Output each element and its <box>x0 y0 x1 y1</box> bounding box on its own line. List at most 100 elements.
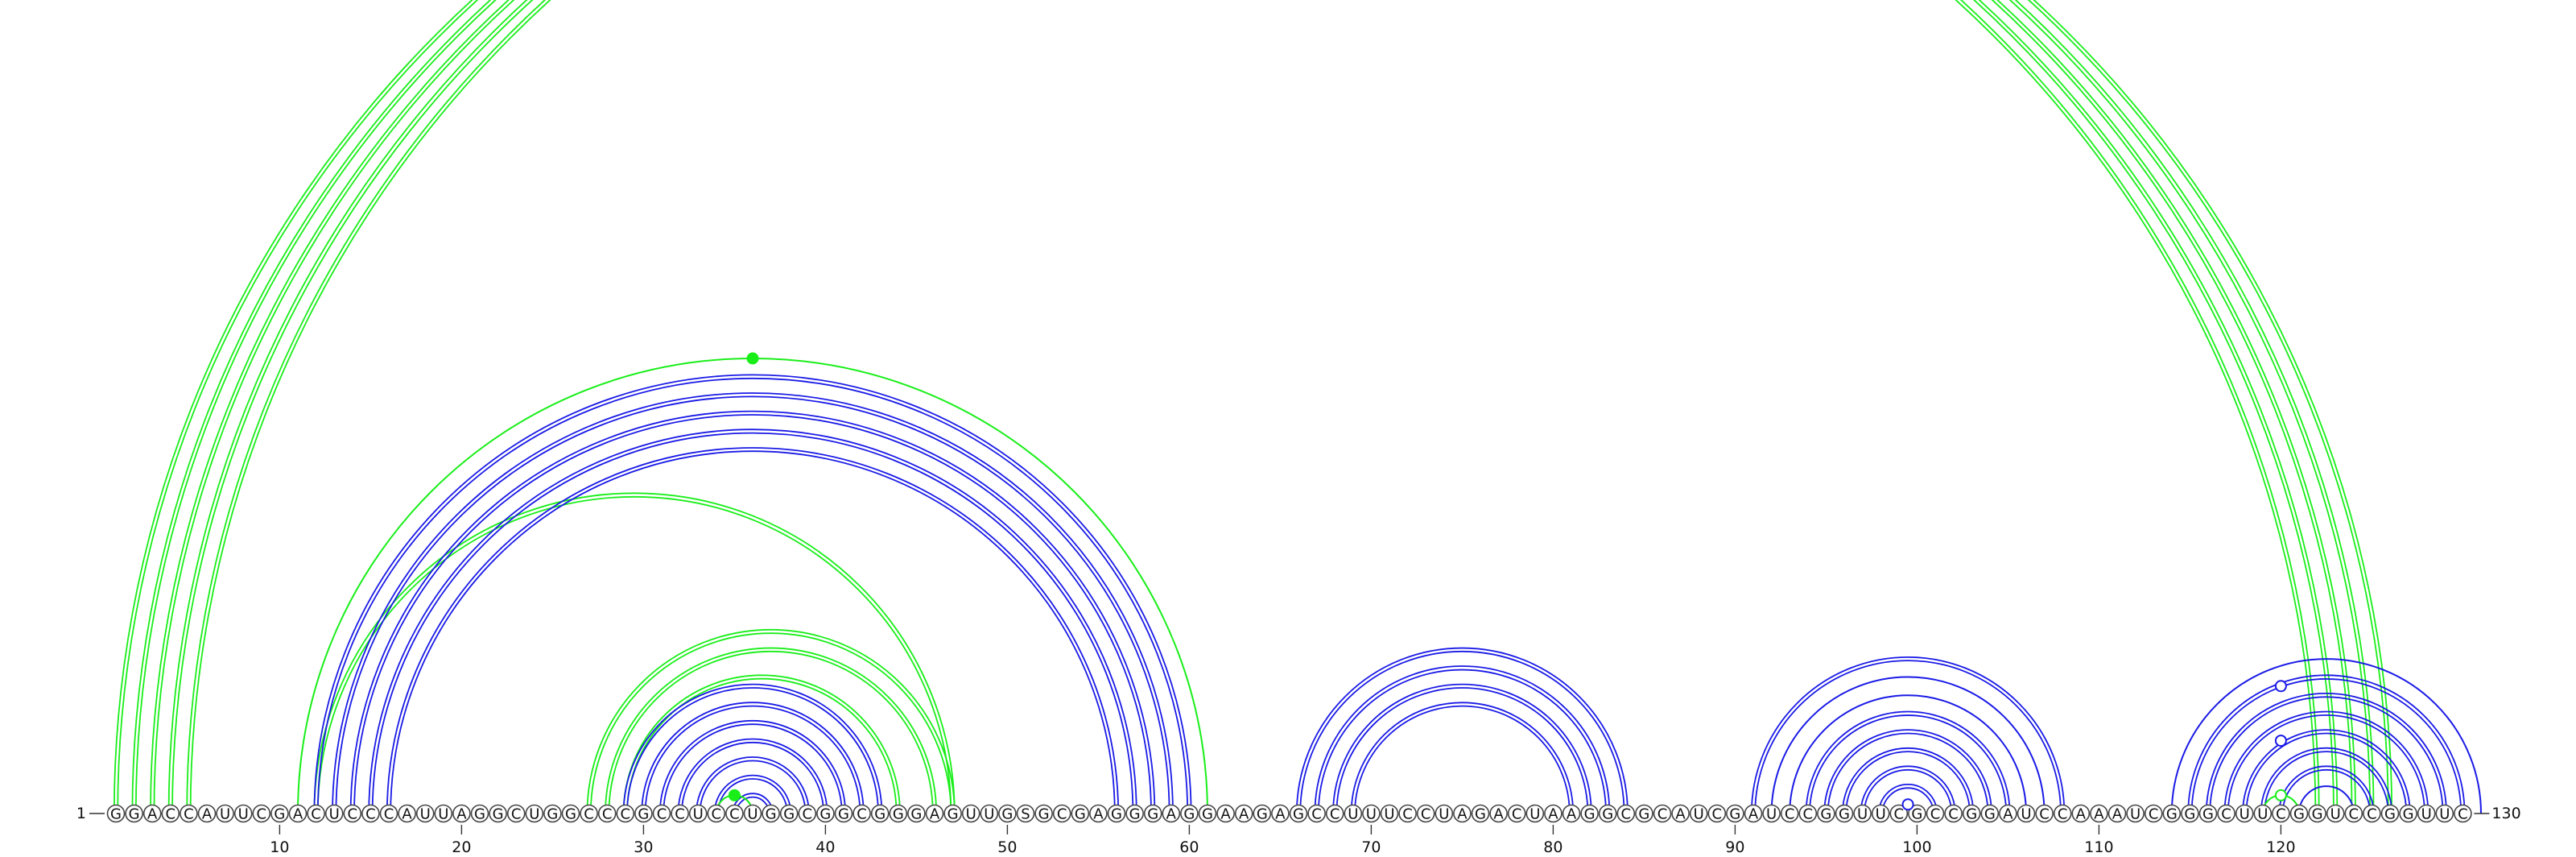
nucleotide-circle <box>1380 804 1399 823</box>
arc-29-43 <box>626 687 879 814</box>
arc-94-105 <box>1809 714 2008 814</box>
nucleotide-circle <box>1089 804 1108 823</box>
nucleotide-circle <box>1180 804 1199 823</box>
nucleotide-56: G <box>1107 804 1126 823</box>
nucleotide-125: C <box>2363 804 2381 823</box>
arc-29-44 <box>622 674 901 814</box>
nucleotide-87: A <box>1671 804 1690 823</box>
nucleotide-letter: C <box>2458 806 2468 823</box>
nucleotide-115: G <box>2181 804 2199 823</box>
nucleotide-circle <box>1016 804 1035 823</box>
nucleotide-letter: C <box>1894 806 1905 823</box>
nucleotide-circle <box>1635 804 1653 823</box>
nucleotide-47: G <box>943 804 962 823</box>
nucleotide-letter: G <box>783 806 795 823</box>
nucleotide-letter: A <box>1567 806 1577 823</box>
nucleotide-16: C <box>379 804 398 823</box>
nucleotide-circle <box>1944 804 1963 823</box>
nucleotide-82: G <box>1580 804 1599 823</box>
nucleotide-68: C <box>1325 804 1344 823</box>
nucleotide-circle <box>1525 804 1545 823</box>
nucleotide-31: C <box>652 804 671 823</box>
tick-label-30: 30 <box>634 838 653 856</box>
nucleotide-circle <box>197 804 217 823</box>
nucleotide-letter: U <box>329 806 340 823</box>
nucleotide-109: A <box>2071 804 2091 823</box>
nucleotide-103: G <box>1962 804 1981 823</box>
nucleotide-circle <box>1853 804 1872 823</box>
nucleotide-119: U <box>2253 804 2273 823</box>
nucleotide-128: U <box>2417 804 2436 823</box>
nucleotide-letter: C <box>657 806 667 823</box>
nucleotide-33: U <box>688 804 708 823</box>
tick-label-120: 120 <box>2266 838 2295 856</box>
nucleotide-3: A <box>142 804 162 823</box>
nucleotide-letter: U <box>1876 806 1886 823</box>
tick-label-50: 50 <box>997 838 1017 856</box>
nucleotide-23: C <box>506 804 526 823</box>
nucleotide-110: A <box>2090 804 2108 823</box>
nucleotide-101: C <box>1926 804 1945 823</box>
nucleotide-letter: C <box>365 806 376 823</box>
nucleotide-78: C <box>1507 804 1526 823</box>
nucleotide-letter: U <box>984 806 994 823</box>
nucleotide-circle <box>2017 804 2036 823</box>
nucleotide-letter: G <box>1183 806 1195 823</box>
backbone-layer: 1 130 <box>76 805 2521 822</box>
arc-97-102 <box>1863 768 1953 814</box>
arc-96-103 <box>1841 747 1975 814</box>
position-axis: 10 20 30 40 50 60 70 80 90 100 110 120 <box>270 825 2296 856</box>
nucleotide-letter: G <box>274 806 285 823</box>
arc-67-83 <box>1314 665 1611 814</box>
nucleotide-letter: U <box>747 806 758 823</box>
nucleotide-35: C <box>725 804 744 823</box>
nucleotide-circle <box>1471 804 1490 823</box>
nucleotide-circle <box>2090 804 2108 823</box>
nucleotide-circle <box>1216 804 1235 823</box>
nucleotide-circle <box>2435 804 2454 823</box>
nucleotide-17: A <box>398 804 416 823</box>
nucleotide-circle <box>470 804 489 823</box>
nucleotide-letter: C <box>1330 806 1340 823</box>
nucleotide-circle <box>1616 804 1636 823</box>
nucleotide-circle <box>580 804 598 823</box>
nucleotide-letter: A <box>1493 806 1504 823</box>
arc-91-108 <box>1750 656 2066 814</box>
nucleotide-21: G <box>470 804 489 823</box>
nucleotide-letter: A <box>202 806 213 823</box>
nucleotide-76: G <box>1471 804 1490 823</box>
start-label: 1 <box>76 805 86 822</box>
nucleotide-letter: U <box>1766 806 1777 823</box>
nucleotide-90: G <box>1726 804 1744 823</box>
nucleotide-letter: C <box>602 806 613 823</box>
nucleotide-circle <box>343 804 362 823</box>
nucleotide-circle <box>452 804 471 823</box>
nucleotide-55: A <box>1089 804 1108 823</box>
nucleotide-60: G <box>1180 804 1199 823</box>
nucleotide-45: G <box>907 804 926 823</box>
nucleotide-circle <box>1726 804 1744 823</box>
nucleotide-letter: A <box>1748 806 1759 823</box>
nucleotide-letter: U <box>2421 806 2432 823</box>
arc-121-124 <box>2298 785 2355 814</box>
tick-label-110: 110 <box>2084 838 2113 856</box>
nucleotide-letter: G <box>1075 806 1086 823</box>
nucleotide-letter: C <box>584 806 594 823</box>
nucleotide-circle <box>907 804 926 823</box>
nucleotide-letter: C <box>621 806 631 823</box>
nucleotide-126: G <box>2380 804 2400 823</box>
nucleotide-105: A <box>1999 804 2017 823</box>
nucleotide-letter: C <box>2367 806 2377 823</box>
arc-3-124 <box>150 0 2356 814</box>
nucleotide-circle <box>1362 804 1381 823</box>
nucleotide-letter: G <box>110 806 122 823</box>
nucleotide-circle <box>2198 804 2218 823</box>
nucleotide-letter: C <box>857 806 867 823</box>
nucleotide-letter: C <box>348 806 358 823</box>
nucleotide-letter: G <box>1129 806 1141 823</box>
tick-label-10: 10 <box>270 838 289 856</box>
nucleotide-circle <box>2071 804 2091 823</box>
nucleotide-113: C <box>2144 804 2163 823</box>
nucleotide-letter: C <box>2149 806 2159 823</box>
